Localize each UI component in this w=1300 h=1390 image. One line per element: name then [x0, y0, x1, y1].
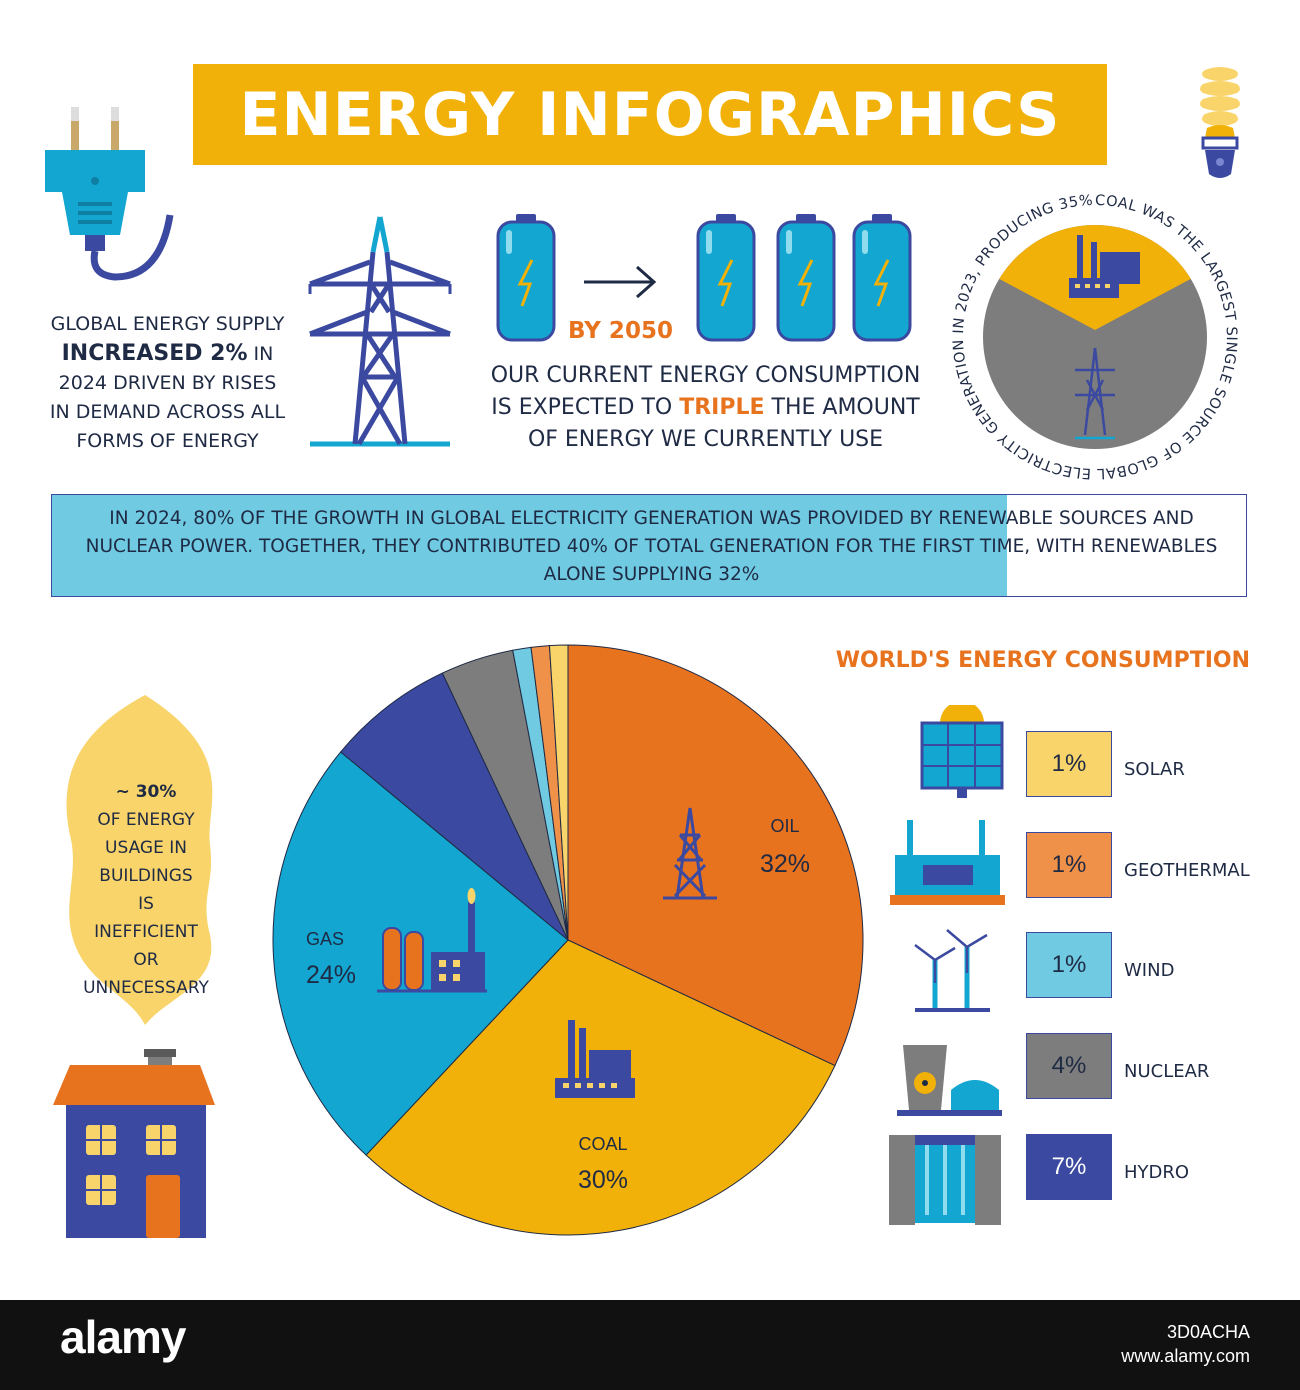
legend-label-solar: SOLAR: [1124, 759, 1185, 780]
forecast-line: IS EXPECTED TO: [491, 395, 680, 420]
nuclear-plant-icon: [897, 1045, 1002, 1116]
hydro-dam-icon: [889, 1135, 1001, 1225]
energy-pie-chart: OIL 32% COAL 30% GAS 24%: [272, 644, 864, 1236]
light-bulb-icon: [1200, 67, 1240, 178]
page-title: ENERGY INFOGRAPHICS: [239, 79, 1061, 150]
buildings-line: OF ENERGY: [97, 810, 195, 830]
geothermal-plant-icon: [890, 820, 1005, 905]
pie-value-coal: 30%: [578, 1166, 628, 1194]
pie-slice-solar: [548, 644, 569, 941]
plug-icon: [45, 107, 174, 281]
legend-swatch-solar: 1%: [1026, 731, 1112, 797]
buildings-value: ~ 30%: [115, 782, 177, 802]
growth-progress-box: [51, 494, 1247, 597]
consumption-forecast-text: OUR CURRENT ENERGY CONSUMPTION IS EXPECT…: [478, 360, 933, 456]
pie-label-oil: OIL: [770, 816, 799, 836]
coal-plant-icon: [555, 1020, 635, 1098]
legend-swatch-wind: 1%: [1026, 932, 1112, 998]
supply-line: FORMS OF ENERGY: [76, 430, 259, 452]
legend-label-nuclear: NUCLEAR: [1124, 1061, 1210, 1082]
legend-swatch-nuclear: 4%: [1026, 1033, 1112, 1099]
title-banner: ENERGY INFOGRAPHICS: [193, 64, 1107, 165]
image-id: 3D0ACHA: [1166, 1322, 1250, 1342]
pie-slice-oil: [567, 644, 864, 1067]
house-icon: [53, 1049, 215, 1238]
solar-panel-icon: [920, 705, 1004, 798]
pie-value-gas: 24%: [306, 961, 356, 989]
buildings-inefficiency-text: ~ 30% OF ENERGY USAGE IN BUILDINGS IS IN…: [72, 778, 220, 1002]
power-tower-icon: [308, 216, 452, 447]
coal-plant-icon: [1069, 235, 1140, 298]
forecast-line: OF ENERGY WE CURRENTLY USE: [527, 427, 884, 452]
buildings-line: OR: [133, 950, 159, 970]
supply-line: IN: [247, 343, 274, 365]
buildings-line: UNNECESSARY: [83, 978, 209, 998]
coal-circle-graphic: COAL WAS THE LARGEST SINGLE SOURCE OF GL…: [951, 193, 1239, 481]
energy-supply-text: GLOBAL ENERGY SUPPLY INCREASED 2% IN 202…: [40, 310, 295, 456]
forecast-highlight: TRIPLE: [679, 395, 765, 420]
battery-growth-graphic: [496, 212, 912, 342]
buildings-line: IS: [138, 894, 154, 914]
legend-label-hydro: HYDRO: [1124, 1162, 1190, 1183]
pie-value-oil: 32%: [760, 850, 810, 878]
supply-line: GLOBAL ENERGY SUPPLY: [50, 313, 285, 335]
site-url: www.alamy.com: [1121, 1346, 1250, 1366]
forecast-line: THE AMOUNT: [764, 395, 920, 420]
supply-line: 2024 DRIVEN BY RISES: [58, 372, 277, 394]
legend-label-wind: WIND: [1124, 960, 1175, 981]
legend-icons: [889, 705, 1005, 1225]
pie-label-coal: COAL: [578, 1134, 627, 1154]
gas-refinery-icon: [377, 888, 487, 993]
smoke-cloud-shape: [66, 695, 213, 1025]
legend-swatch-hydro: 7%: [1026, 1134, 1112, 1200]
legend-swatch-geothermal: 1%: [1026, 832, 1112, 898]
wind-turbine-icon: [914, 929, 990, 1012]
supply-line: IN DEMAND ACROSS ALL: [49, 401, 286, 423]
oil-rig-icon: [663, 807, 717, 900]
buildings-line: BUILDINGS: [99, 866, 193, 886]
supply-highlight: INCREASED 2%: [61, 341, 248, 366]
pie-slice-hydro: [339, 672, 569, 941]
footer-bar: [0, 1300, 1300, 1390]
growth-text: IN 2024, 80% OF THE GROWTH IN GLOBAL ELE…: [85, 508, 1218, 585]
pie-label-gas: GAS: [306, 929, 344, 949]
forecast-line: OUR CURRENT ENERGY CONSUMPTION: [490, 363, 921, 388]
battery-icon: [496, 212, 556, 342]
watermark-logo: alamy: [60, 1311, 186, 1363]
by-2050-label: BY 2050: [568, 318, 673, 344]
power-tower-icon: [1075, 347, 1115, 440]
chart-title: WORLD'S ENERGY CONSUMPTION: [835, 648, 1250, 673]
buildings-line: USAGE IN: [105, 838, 187, 858]
legend-label-geothermal: GEOTHERMAL: [1124, 860, 1250, 881]
buildings-line: INEFFICIENT: [94, 922, 198, 942]
